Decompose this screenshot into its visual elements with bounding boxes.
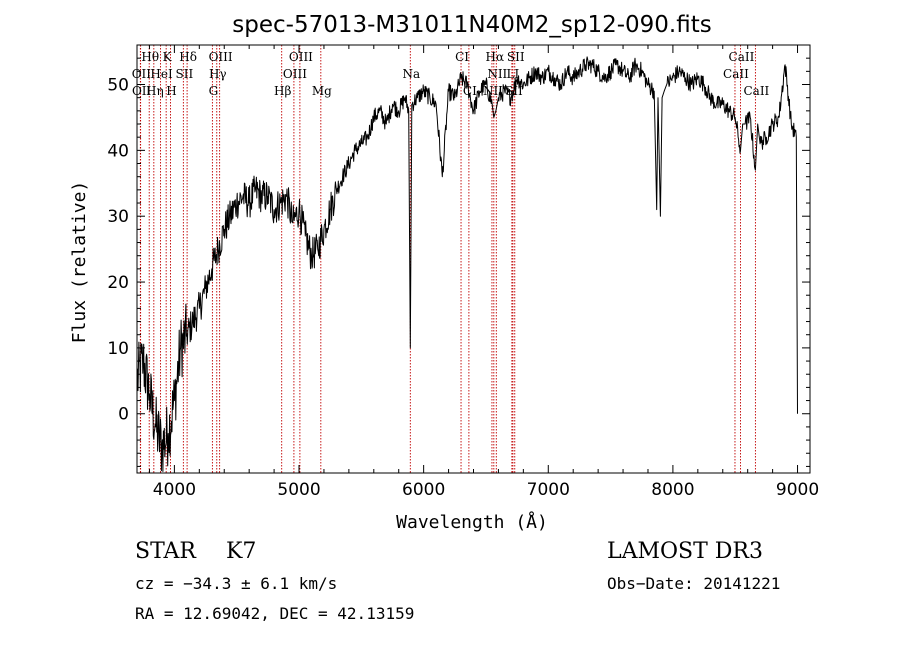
x-tick-label: 6000 — [402, 480, 445, 500]
line-marker-label-2: Hδ — [179, 50, 197, 64]
line-marker-label-26: SII — [505, 84, 523, 98]
y-tick-label: 0 — [118, 405, 129, 425]
line-marker-label-16: LI — [507, 67, 520, 81]
line-marker-label-5: CI — [455, 50, 469, 64]
x-axis-label: Wavelength (Å) — [396, 511, 548, 533]
line-marker-label-23: Mg — [312, 84, 332, 98]
y-tick-label: 30 — [107, 207, 129, 227]
line-marker-label-9: OII — [132, 67, 152, 81]
x-tick-label: 8000 — [651, 480, 694, 500]
line-marker-label-6: Hα — [486, 50, 505, 64]
y-tick-label: 40 — [107, 141, 129, 161]
line-marker-label-4: OIII — [289, 50, 313, 64]
line-markers — [139, 45, 756, 473]
line-marker-label-1: K — [163, 50, 173, 64]
line-marker-label-7: SII — [507, 50, 525, 64]
object-class-row: STAR K7 — [135, 539, 256, 564]
x-tick-label: 7000 — [527, 480, 570, 500]
line-marker-label-24: CI — [463, 84, 477, 98]
observation-date: Obs−Date: 20141221 — [607, 574, 781, 593]
y-axis-label: Flux (relative) — [69, 181, 90, 344]
line-marker-label-12: Hγ — [209, 67, 227, 81]
survey-name: LAMOST DR3 — [607, 539, 763, 564]
object-type: STAR — [135, 539, 196, 564]
line-marker-label-0: Hθ — [141, 50, 159, 64]
line-marker-label-25: NII — [483, 84, 503, 98]
line-marker-label-17: CaII — [723, 67, 749, 81]
line-marker-label-19: Hη — [146, 84, 164, 98]
radial-velocity: cz = −34.3 ± 6.1 km/s — [135, 574, 338, 593]
line-marker-label-14: Na — [402, 67, 420, 81]
line-marker-label-3: OIII — [209, 50, 233, 64]
x-tick-label: 5000 — [277, 480, 320, 500]
line-marker-label-13: OIII — [283, 67, 307, 81]
line-marker-label-22: Hβ — [274, 84, 291, 98]
y-tick-label: 10 — [107, 339, 129, 359]
coordinates: RA = 12.69042, DEC = 42.13159 — [135, 604, 415, 623]
line-marker-label-10: HeI — [150, 67, 173, 81]
line-marker-label-20: H — [166, 84, 176, 98]
chart-title: spec-57013-M31011N40M2_sp12-090.fits — [232, 12, 711, 38]
y-tick-label: 50 — [107, 76, 129, 96]
line-marker-label-21: G — [209, 84, 219, 98]
x-tick-label: 4000 — [153, 480, 196, 500]
line-marker-label-8: CaII — [729, 50, 755, 64]
line-marker-label-27: CaII — [743, 84, 769, 98]
line-marker-label-18: OII — [132, 84, 152, 98]
axis-ticks: 4000 5000 6000 7000 8000 9000 0 10 20 30 40 50 — [107, 44, 819, 500]
flux-series-line — [136, 56, 798, 472]
line-marker-label-11: SII — [176, 67, 194, 81]
line-marker-label-15: NII — [487, 67, 507, 81]
y-tick-label: 20 — [107, 273, 129, 293]
x-tick-label: 9000 — [776, 480, 819, 500]
spectral-subclass: K7 — [226, 539, 257, 564]
